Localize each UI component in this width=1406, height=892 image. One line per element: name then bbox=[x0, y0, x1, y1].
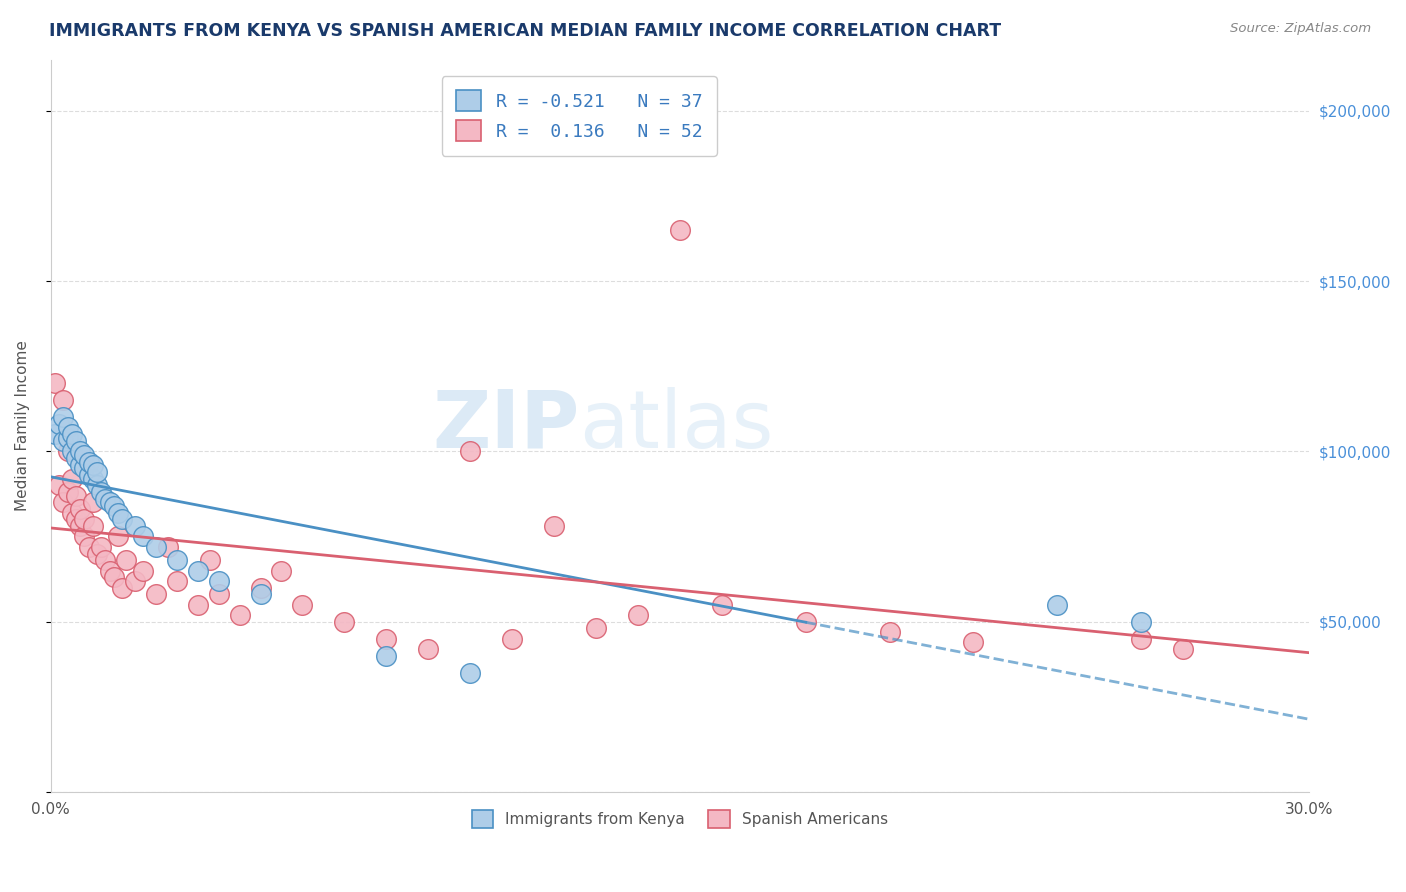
Point bbox=[111, 512, 134, 526]
Text: IMMIGRANTS FROM KENYA VS SPANISH AMERICAN MEDIAN FAMILY INCOME CORRELATION CHART: IMMIGRANTS FROM KENYA VS SPANISH AMERICA… bbox=[49, 22, 1001, 40]
Point bbox=[458, 444, 481, 458]
Point bbox=[65, 451, 87, 466]
Y-axis label: Median Family Income: Median Family Income bbox=[15, 341, 30, 511]
Point bbox=[1046, 598, 1069, 612]
Point bbox=[124, 574, 146, 588]
Point bbox=[333, 615, 356, 629]
Point bbox=[166, 553, 188, 567]
Point bbox=[44, 376, 66, 391]
Point bbox=[107, 529, 129, 543]
Point bbox=[56, 431, 79, 445]
Point bbox=[458, 665, 481, 680]
Point bbox=[962, 635, 984, 649]
Point bbox=[52, 434, 75, 449]
Point bbox=[418, 641, 440, 656]
Point bbox=[77, 454, 100, 468]
Point bbox=[228, 607, 250, 622]
Point bbox=[65, 434, 87, 449]
Point bbox=[145, 540, 167, 554]
Point bbox=[291, 598, 314, 612]
Point bbox=[94, 491, 117, 506]
Point bbox=[86, 465, 108, 479]
Text: Source: ZipAtlas.com: Source: ZipAtlas.com bbox=[1230, 22, 1371, 36]
Point bbox=[69, 458, 91, 472]
Point bbox=[90, 540, 112, 554]
Point bbox=[86, 478, 108, 492]
Point bbox=[1171, 641, 1194, 656]
Point bbox=[187, 598, 209, 612]
Point bbox=[56, 420, 79, 434]
Point bbox=[60, 472, 83, 486]
Point bbox=[77, 468, 100, 483]
Point bbox=[52, 393, 75, 408]
Point bbox=[157, 540, 180, 554]
Point bbox=[669, 223, 692, 237]
Point bbox=[56, 485, 79, 500]
Point bbox=[103, 570, 125, 584]
Point bbox=[115, 553, 138, 567]
Point bbox=[627, 607, 650, 622]
Point bbox=[124, 519, 146, 533]
Point bbox=[90, 485, 112, 500]
Point bbox=[132, 564, 155, 578]
Point bbox=[52, 410, 75, 425]
Point bbox=[48, 417, 70, 431]
Point bbox=[44, 427, 66, 442]
Point bbox=[77, 540, 100, 554]
Point bbox=[879, 624, 901, 639]
Point bbox=[52, 495, 75, 509]
Point bbox=[207, 587, 229, 601]
Point bbox=[166, 574, 188, 588]
Point bbox=[73, 461, 96, 475]
Point bbox=[82, 495, 104, 509]
Point bbox=[73, 512, 96, 526]
Point bbox=[60, 506, 83, 520]
Point bbox=[73, 448, 96, 462]
Point bbox=[56, 444, 79, 458]
Point bbox=[207, 574, 229, 588]
Point bbox=[107, 506, 129, 520]
Legend: Immigrants from Kenya, Spanish Americans: Immigrants from Kenya, Spanish Americans bbox=[464, 803, 896, 836]
Point bbox=[249, 587, 271, 601]
Point bbox=[1130, 632, 1153, 646]
Point bbox=[98, 495, 121, 509]
Point bbox=[73, 529, 96, 543]
Point bbox=[710, 598, 733, 612]
Point bbox=[69, 502, 91, 516]
Point bbox=[111, 581, 134, 595]
Point bbox=[69, 444, 91, 458]
Point bbox=[375, 632, 398, 646]
Point bbox=[375, 648, 398, 663]
Point bbox=[60, 427, 83, 442]
Point bbox=[543, 519, 565, 533]
Point bbox=[270, 564, 292, 578]
Point bbox=[132, 529, 155, 543]
Point bbox=[187, 564, 209, 578]
Point bbox=[82, 472, 104, 486]
Point bbox=[794, 615, 817, 629]
Point bbox=[65, 512, 87, 526]
Text: ZIP: ZIP bbox=[432, 387, 579, 465]
Point bbox=[60, 444, 83, 458]
Point bbox=[98, 564, 121, 578]
Point bbox=[1130, 615, 1153, 629]
Point bbox=[145, 587, 167, 601]
Point bbox=[48, 478, 70, 492]
Point bbox=[501, 632, 523, 646]
Point bbox=[94, 553, 117, 567]
Point bbox=[585, 622, 607, 636]
Point bbox=[103, 499, 125, 513]
Point bbox=[86, 547, 108, 561]
Point bbox=[249, 581, 271, 595]
Point bbox=[65, 489, 87, 503]
Point bbox=[69, 519, 91, 533]
Point bbox=[198, 553, 221, 567]
Text: atlas: atlas bbox=[579, 387, 773, 465]
Point bbox=[82, 458, 104, 472]
Point bbox=[82, 519, 104, 533]
